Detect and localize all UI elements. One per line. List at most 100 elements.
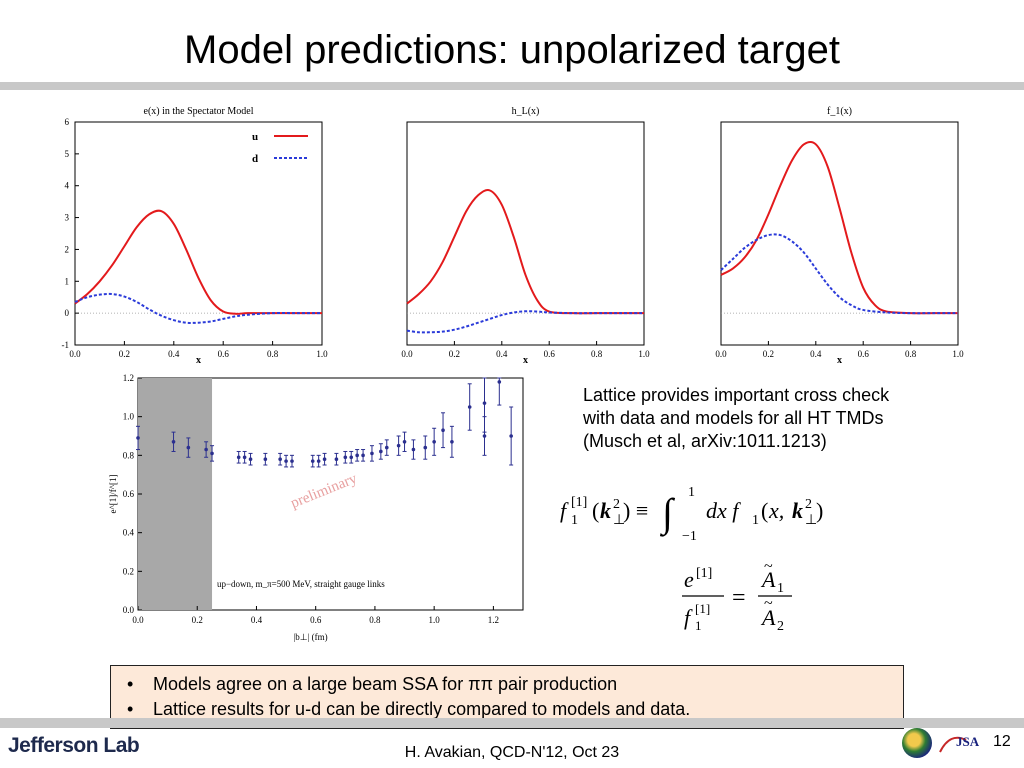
data-point — [370, 451, 374, 456]
svg-text:k: k — [600, 498, 611, 523]
x-tick-label: 0.0 — [69, 349, 81, 359]
x-tick-label: 0.8 — [267, 349, 279, 359]
jsa-logo: JSA — [939, 734, 980, 753]
svg-text:[1]: [1] — [695, 601, 710, 616]
x-tick-label: 1.0 — [429, 615, 441, 625]
shaded-region — [138, 378, 213, 610]
x-tick-label: 0.6 — [858, 349, 870, 359]
x-tick-label: 0.2 — [192, 615, 203, 625]
plot-frame — [720, 121, 959, 346]
x-tick-label: 0.8 — [369, 615, 381, 625]
svg-text:⊥: ⊥ — [805, 513, 817, 528]
x-tick-label: 0.4 — [168, 349, 180, 359]
svg-text:1: 1 — [688, 485, 695, 500]
legend-label-d: d — [252, 153, 258, 165]
svg-text:−1: −1 — [682, 529, 697, 544]
plot-frame — [406, 121, 645, 346]
series-line-series-1 — [406, 310, 644, 334]
bullet-item: Models agree on a large beam SSA for ππ … — [125, 672, 903, 697]
y-tick-label: 5 — [65, 149, 70, 159]
lattice-line-3: (Musch et al, arXiv:1011.1213) — [583, 431, 827, 451]
plot-f1-x: f_1(x)x 0.0 0.2 0.4 0.6 0.8 1.0 — [715, 106, 964, 365]
svg-text:JSA: JSA — [956, 734, 980, 749]
svg-text:~: ~ — [764, 563, 773, 575]
series-line-d — [74, 292, 322, 324]
x-axis-label: x — [837, 355, 842, 365]
y-tick-label: 0.4 — [123, 528, 135, 538]
data-point — [384, 445, 389, 450]
x-axis-label: x — [196, 355, 201, 365]
y-tick-label: 3 — [65, 213, 70, 223]
svg-text:) ≡: ) ≡ — [623, 498, 648, 523]
data-point — [482, 401, 487, 405]
plot-title: f_1(x) — [827, 106, 852, 117]
equation-definition: f 1 [1] ( k ⊥ 2 ) ≡ ∫ −1 1 dx f 1 ( x, k… — [560, 485, 823, 544]
footer-text: H. Avakian, QCD-N'12, Oct 23 — [404, 744, 620, 761]
data-point — [396, 443, 401, 448]
title-divider — [0, 82, 1024, 90]
data-point — [210, 451, 214, 456]
data-point — [432, 440, 436, 444]
data-point — [204, 447, 208, 452]
x-tick-label: 0.0 — [715, 349, 727, 359]
svg-text:∫: ∫ — [659, 490, 676, 537]
svg-text:(: ( — [761, 498, 768, 523]
svg-text:(: ( — [592, 498, 599, 523]
y-tick-label: 0 — [65, 308, 70, 318]
plot-lattice-ratio: 0.0 0.2 0.4 0.6 0.8 1.0 1.2 0.0 0.2 0.4 0.6 0.8 1.0 1… — [108, 373, 524, 642]
series-line-u — [74, 209, 322, 315]
x-tick-label: 0.4 — [251, 615, 263, 625]
plot-e-x: e(x) in the Spectator Model x 0.0 0.2 0.4 0.6… — [62, 106, 329, 365]
data-point — [316, 459, 321, 463]
lattice-line-1: Lattice provides important cross check — [583, 385, 890, 405]
data-point — [467, 405, 472, 409]
data-point — [136, 436, 140, 440]
data-point — [284, 459, 288, 463]
svg-text:[1]: [1] — [696, 566, 712, 581]
footer-divider — [0, 718, 1024, 728]
x-tick-label: 0.8 — [591, 349, 603, 359]
svg-text:f: f — [684, 605, 693, 630]
data-point — [242, 455, 247, 460]
x-tick-label: 1.0 — [638, 349, 650, 359]
data-point — [361, 453, 365, 458]
svg-text:2: 2 — [613, 497, 620, 512]
equation-ratio: e [1] f 1 [1] = A ~ 1 A ~ 2 — [682, 563, 792, 634]
y-axis-label: e^[1]/f^[1] — [108, 475, 118, 514]
x-tick-label: 0.2 — [763, 349, 774, 359]
data-point — [263, 457, 268, 461]
slide-title: Model predictions: unpolarized target — [184, 28, 840, 72]
plot-title: e(x) in the Spectator Model — [144, 106, 254, 117]
legend-label-u: u — [252, 131, 258, 143]
y-tick-label: 0.2 — [123, 566, 134, 576]
y-tick-label: 0.6 — [123, 489, 135, 499]
plot-title: h_L(x) — [512, 106, 540, 117]
svg-text:1: 1 — [752, 513, 759, 528]
x-tick-label: 0.0 — [132, 615, 144, 625]
y-tick-label: 1.2 — [123, 373, 134, 383]
y-tick-label: -1 — [62, 340, 70, 350]
summary-box: Models agree on a large beam SSA for ππ … — [110, 665, 904, 729]
data-point — [171, 440, 176, 444]
data-point — [334, 457, 339, 461]
data-point — [236, 455, 241, 460]
svg-text:2: 2 — [805, 497, 812, 512]
x-tick-label: 0.4 — [810, 349, 822, 359]
svg-text:f: f — [560, 498, 569, 523]
plot-frame — [74, 121, 323, 346]
svg-text:1: 1 — [695, 618, 702, 633]
data-point — [423, 445, 428, 450]
svg-text:[1]: [1] — [571, 495, 587, 510]
svg-text:A: A — [760, 567, 776, 592]
x-tick-label: 1.0 — [952, 349, 964, 359]
x-tick-label: 0.2 — [119, 349, 130, 359]
x-tick-label: 0.6 — [310, 615, 322, 625]
svg-text:=: = — [732, 585, 746, 611]
x-axis-label: x — [523, 355, 528, 365]
x-tick-label: 0.6 — [544, 349, 556, 359]
svg-text:~: ~ — [764, 595, 773, 612]
data-point — [497, 380, 502, 384]
y-tick-label: 0.8 — [123, 450, 135, 460]
svg-text:1: 1 — [777, 581, 784, 596]
data-point — [402, 440, 407, 444]
